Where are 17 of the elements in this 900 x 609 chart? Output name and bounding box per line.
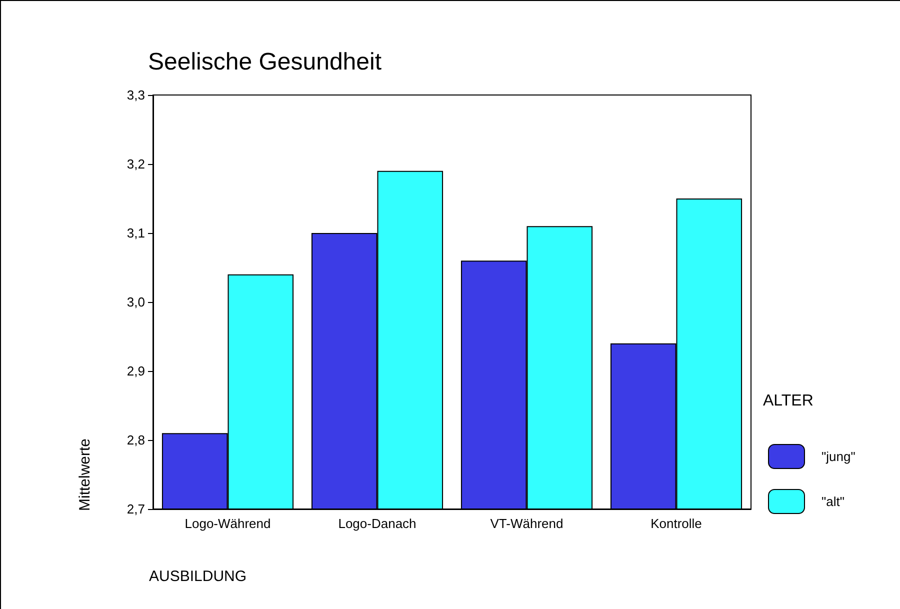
y-axis-title: Mittelwerte	[76, 438, 94, 511]
legend-title: ALTER	[763, 392, 814, 410]
y-tick-label: 3,1	[126, 226, 145, 240]
x-tick-label: Logo-Danach	[338, 516, 416, 531]
x-tick-label: Kontrolle	[650, 516, 702, 531]
x-tick-label: VT-Während	[490, 516, 564, 531]
x-axis-title: AUSBILDUNG	[149, 568, 247, 585]
legend-label: "alt"	[822, 494, 845, 509]
y-tick-label: 2,9	[126, 364, 145, 378]
y-tick-label: 3,2	[126, 156, 145, 172]
legend-label: "jung"	[822, 449, 856, 464]
x-tick-label: Logo-Während	[184, 516, 271, 531]
y-tick-label: 2,7	[126, 502, 145, 516]
y-tick-label: 2,8	[126, 432, 145, 448]
y-tick-label: 3,0	[126, 294, 145, 310]
chart-title: Seelische Gesundheit	[148, 48, 382, 76]
y-tick-label: 3,3	[126, 88, 145, 102]
